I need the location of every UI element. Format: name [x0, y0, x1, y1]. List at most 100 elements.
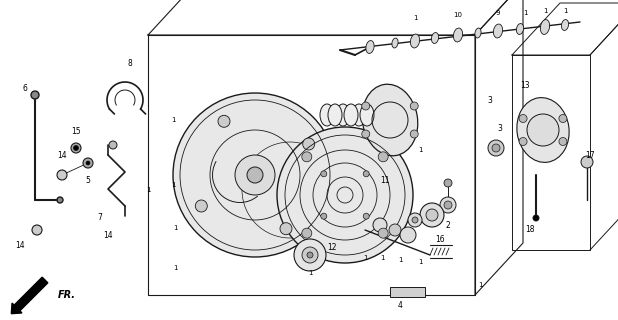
Circle shape [86, 161, 90, 165]
Circle shape [373, 218, 387, 232]
Circle shape [71, 143, 81, 153]
Ellipse shape [561, 20, 569, 30]
Ellipse shape [410, 34, 420, 48]
Circle shape [400, 227, 416, 243]
Ellipse shape [320, 104, 334, 126]
Text: 1: 1 [523, 10, 527, 16]
Ellipse shape [352, 104, 366, 126]
Circle shape [363, 213, 369, 219]
Circle shape [321, 213, 327, 219]
Text: 3: 3 [488, 95, 493, 105]
Text: 14: 14 [15, 241, 25, 250]
Text: 1: 1 [146, 187, 150, 193]
Text: 1: 1 [173, 225, 177, 231]
Ellipse shape [336, 104, 350, 126]
Text: 1: 1 [418, 259, 422, 265]
Text: 18: 18 [525, 226, 535, 235]
Circle shape [303, 138, 315, 150]
Circle shape [32, 225, 42, 235]
Circle shape [218, 115, 230, 127]
Text: 1: 1 [543, 8, 548, 14]
Text: 16: 16 [435, 236, 445, 244]
Ellipse shape [360, 104, 374, 126]
Ellipse shape [344, 104, 358, 126]
Circle shape [247, 167, 263, 183]
Text: 15: 15 [71, 126, 81, 135]
Bar [390, 287, 425, 297]
Circle shape [195, 200, 207, 212]
Circle shape [492, 144, 500, 152]
Circle shape [412, 217, 418, 223]
Circle shape [533, 215, 539, 221]
Text: 1: 1 [563, 8, 567, 14]
Text: 7: 7 [98, 213, 103, 222]
Ellipse shape [368, 104, 382, 126]
Circle shape [408, 213, 422, 227]
Circle shape [410, 102, 418, 110]
Circle shape [109, 141, 117, 149]
Circle shape [519, 138, 527, 146]
Circle shape [57, 170, 67, 180]
Text: 1: 1 [478, 282, 482, 288]
Circle shape [321, 171, 327, 177]
Circle shape [362, 102, 370, 110]
Ellipse shape [517, 98, 569, 162]
Circle shape [440, 197, 456, 213]
Circle shape [519, 115, 527, 123]
Circle shape [302, 247, 318, 263]
Text: 1: 1 [418, 147, 422, 153]
Text: 1: 1 [171, 182, 176, 188]
Text: 1: 1 [308, 270, 312, 276]
Circle shape [57, 197, 63, 203]
Circle shape [294, 239, 326, 271]
Text: 12: 12 [328, 244, 337, 252]
Text: 10: 10 [454, 12, 462, 18]
Text: 1: 1 [413, 15, 417, 21]
Ellipse shape [392, 38, 398, 48]
Circle shape [31, 91, 39, 99]
Circle shape [277, 127, 413, 263]
Circle shape [378, 152, 388, 162]
Circle shape [488, 140, 504, 156]
Circle shape [307, 252, 313, 258]
Circle shape [173, 93, 337, 257]
Ellipse shape [540, 20, 549, 35]
Circle shape [302, 228, 312, 238]
Text: 4: 4 [397, 300, 402, 309]
Ellipse shape [362, 84, 418, 156]
Text: 5: 5 [85, 175, 90, 185]
Text: 8: 8 [128, 59, 132, 68]
Circle shape [280, 223, 292, 235]
Circle shape [363, 171, 369, 177]
Text: 1: 1 [173, 265, 177, 271]
Ellipse shape [493, 24, 502, 38]
Text: 1: 1 [171, 117, 176, 123]
Ellipse shape [517, 24, 523, 35]
Text: 13: 13 [520, 81, 530, 90]
Text: 1: 1 [379, 255, 384, 261]
Ellipse shape [366, 41, 374, 53]
Text: 1: 1 [398, 257, 402, 263]
Circle shape [559, 138, 567, 146]
Text: 3: 3 [497, 124, 502, 132]
Circle shape [559, 115, 567, 123]
Circle shape [420, 203, 444, 227]
FancyArrow shape [11, 277, 48, 314]
Circle shape [581, 156, 593, 168]
Circle shape [527, 114, 559, 146]
Ellipse shape [328, 104, 342, 126]
Circle shape [362, 130, 370, 138]
Circle shape [83, 158, 93, 168]
Circle shape [444, 179, 452, 187]
Text: 14: 14 [57, 150, 67, 159]
Circle shape [302, 152, 312, 162]
Circle shape [235, 135, 345, 245]
Ellipse shape [454, 28, 463, 42]
Text: 1: 1 [363, 255, 367, 261]
Circle shape [378, 228, 388, 238]
Text: 17: 17 [585, 150, 595, 159]
Circle shape [74, 146, 78, 150]
Circle shape [389, 224, 401, 236]
Text: 6: 6 [23, 84, 27, 92]
Text: 9: 9 [496, 10, 500, 16]
